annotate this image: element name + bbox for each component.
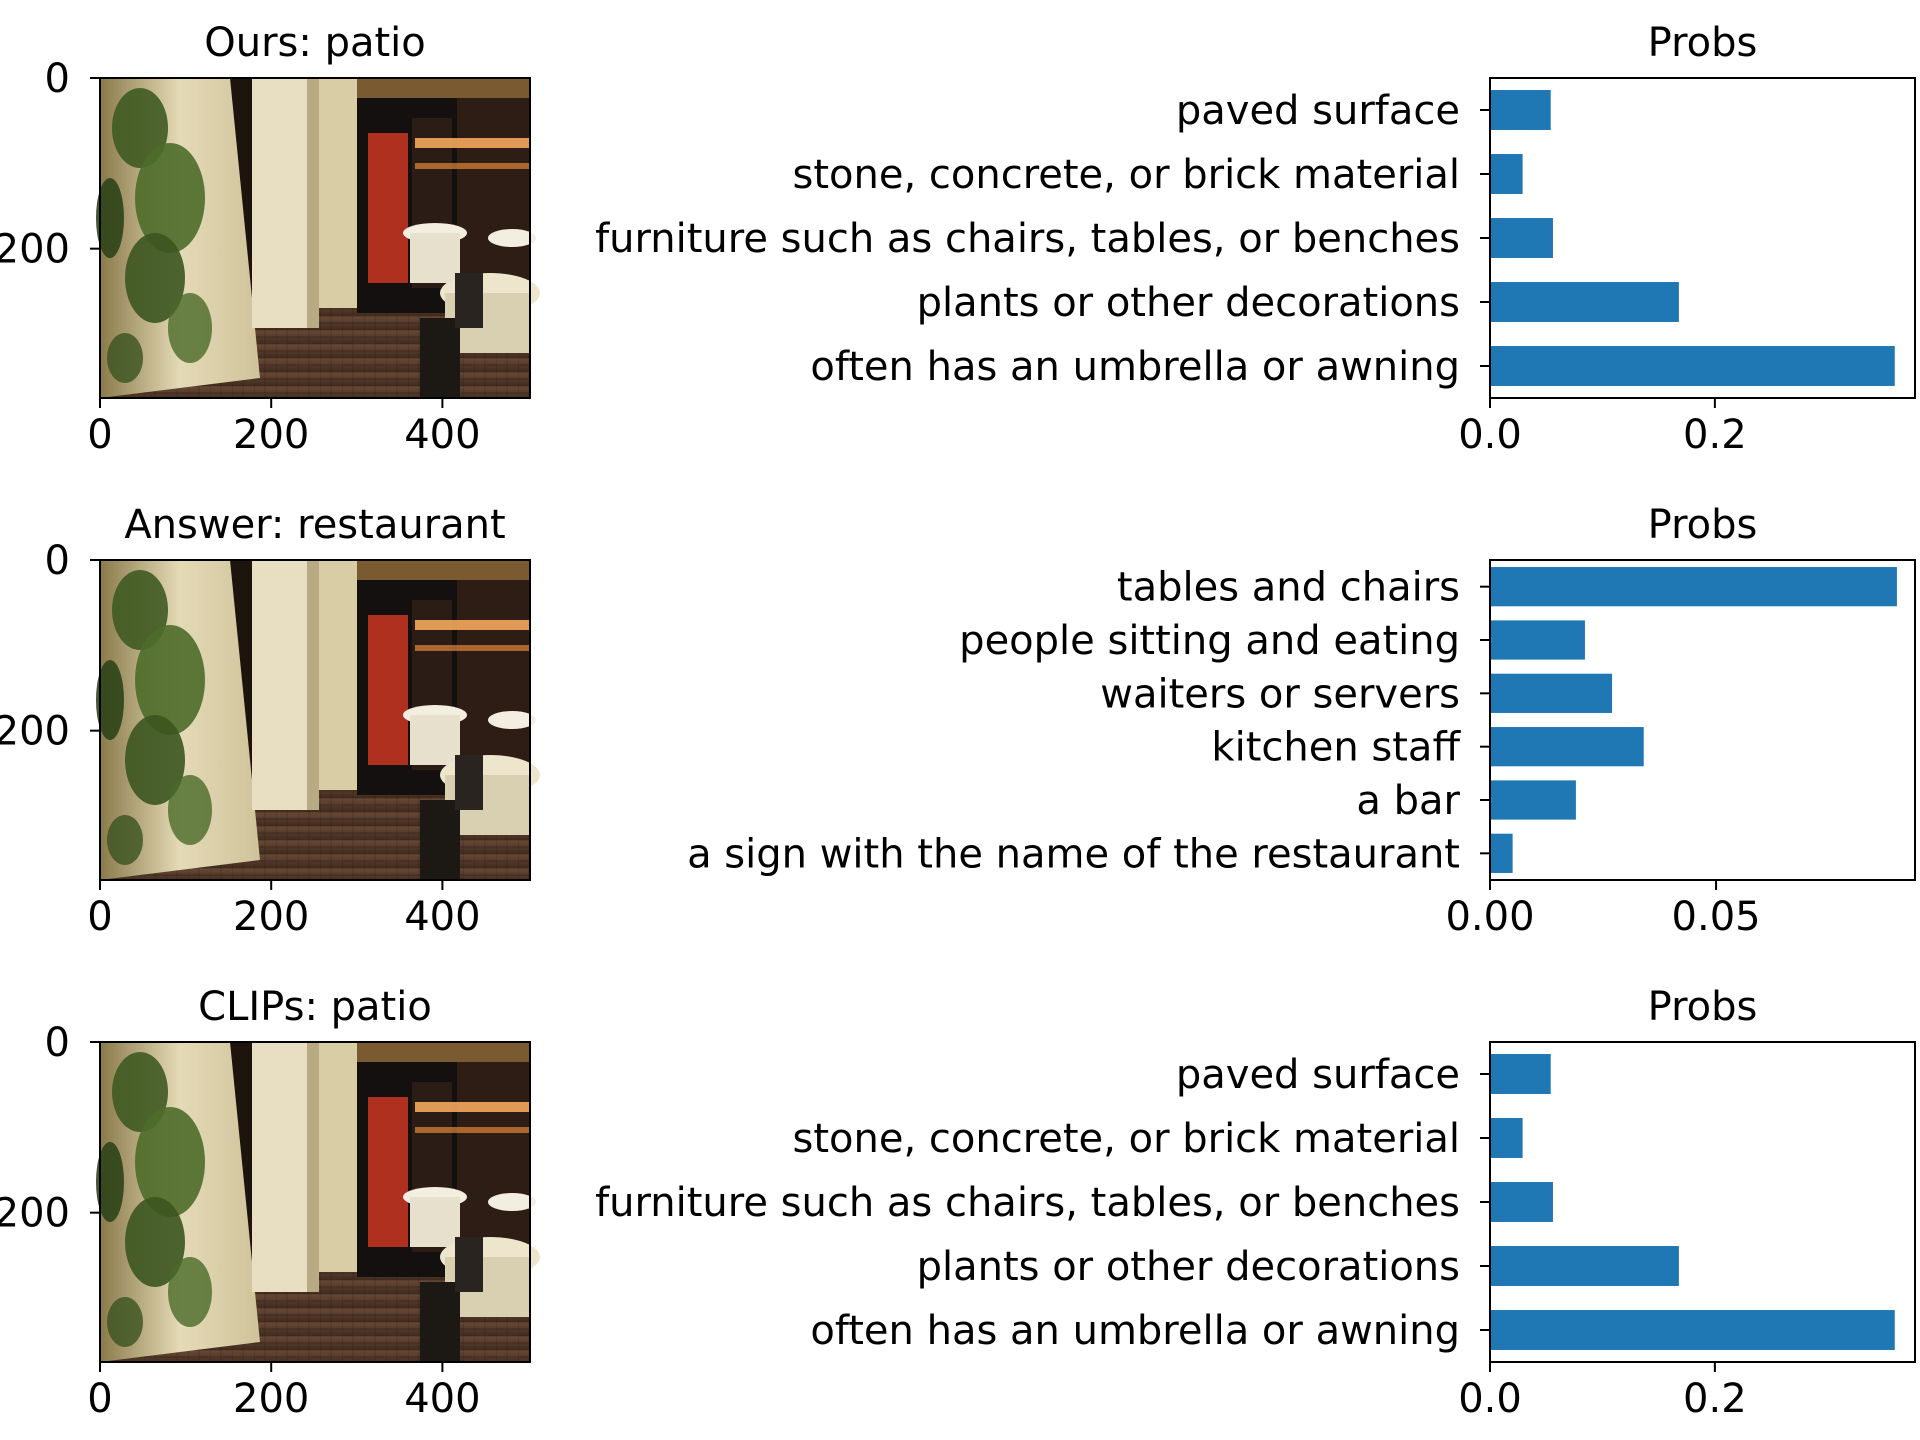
image-y-tick-label: 0 — [45, 538, 70, 584]
bar-category-label: stone, concrete, or brick material — [793, 1116, 1461, 1162]
bar-chart-title: Probs — [1648, 984, 1758, 1030]
bar-category-label: tables and chairs — [1117, 565, 1460, 611]
bar-category-label: stone, concrete, or brick material — [793, 152, 1461, 198]
bar — [1490, 1310, 1895, 1350]
image-y-tick-label: 200 — [0, 227, 70, 273]
panel-row: Answer: restaurant 0 200 400 0 200 Probs tables… — [0, 502, 1916, 940]
image-x-tick-label: 0 — [87, 894, 112, 940]
image-x-tick-label: 200 — [233, 1376, 309, 1422]
bar-x-tick-label: 0.2 — [1683, 1376, 1747, 1422]
image-frame — [99, 77, 531, 399]
bar — [1490, 90, 1551, 130]
image-title: Ours: patio — [204, 20, 425, 66]
bar — [1490, 154, 1523, 194]
bar-chart-title: Probs — [1648, 20, 1758, 66]
bar-chart-frame — [1489, 77, 1916, 399]
image-x-tick-label: 200 — [233, 894, 309, 940]
bar — [1490, 833, 1513, 873]
image-y-tick-label: 0 — [45, 56, 70, 102]
bar-category-label: a sign with the name of the restaurant — [687, 831, 1460, 877]
bar-x-tick-label: 0.2 — [1683, 412, 1747, 458]
bar — [1490, 673, 1613, 713]
bar-category-label: kitchen staff — [1211, 725, 1461, 771]
restaurant-photo-image — [96, 1042, 540, 1362]
bar-chart-frame — [1489, 1041, 1916, 1363]
bar-category-label: paved surface — [1176, 88, 1460, 134]
bar — [1490, 780, 1576, 820]
bar-chart-frame — [1489, 559, 1916, 881]
bar-category-label: waiters or servers — [1100, 671, 1460, 717]
image-x-tick-label: 400 — [404, 894, 480, 940]
bar-category-label: plants or other decorations — [917, 1244, 1460, 1290]
restaurant-photo-image — [96, 560, 540, 880]
image-x-tick-label: 0 — [87, 1376, 112, 1422]
bar — [1490, 218, 1553, 258]
bar-category-label: people sitting and eating — [959, 618, 1460, 664]
bar-category-label: a bar — [1356, 778, 1460, 824]
bar — [1490, 727, 1644, 767]
image-y-tick-label: 200 — [0, 1191, 70, 1237]
image-x-tick-label: 0 — [87, 412, 112, 458]
bar-x-tick-label: 0.0 — [1458, 1376, 1522, 1422]
image-y-tick-label: 200 — [0, 709, 70, 755]
bar-category-label: often has an umbrella or awning — [810, 1308, 1460, 1354]
image-title: CLIPs: patio — [198, 984, 432, 1030]
bar-category-label: furniture such as chairs, tables, or ben… — [595, 1180, 1460, 1226]
restaurant-photo-image — [96, 78, 540, 398]
bar-category-label: furniture such as chairs, tables, or ben… — [595, 216, 1460, 262]
bar-x-tick-label: 0.05 — [1672, 894, 1761, 940]
bar — [1490, 1118, 1523, 1158]
bar — [1490, 620, 1585, 660]
bar — [1490, 282, 1679, 322]
bar-x-tick-label: 0.00 — [1445, 894, 1534, 940]
image-title: Answer: restaurant — [124, 502, 505, 548]
bar — [1490, 567, 1897, 607]
bar-chart-title: Probs — [1648, 502, 1758, 548]
panel-row: CLIPs: patio 0 200 400 0 200 Probs paved surfac… — [0, 984, 1916, 1422]
bar-category-label: often has an umbrella or awning — [810, 344, 1460, 390]
panel-row: Ours: patio 0 200 400 0 200 Probs paved surface… — [0, 20, 1916, 458]
bar — [1490, 346, 1895, 386]
image-x-tick-label: 400 — [404, 412, 480, 458]
bar — [1490, 1182, 1553, 1222]
image-frame — [99, 1041, 531, 1363]
bar-category-label: paved surface — [1176, 1052, 1460, 1098]
image-x-tick-label: 200 — [233, 412, 309, 458]
bar-x-tick-label: 0.0 — [1458, 412, 1522, 458]
image-y-tick-label: 0 — [45, 1020, 70, 1066]
image-frame — [99, 559, 531, 881]
bar — [1490, 1246, 1679, 1286]
bar — [1490, 1054, 1551, 1094]
image-x-tick-label: 400 — [404, 1376, 480, 1422]
bar-category-label: plants or other decorations — [917, 280, 1460, 326]
